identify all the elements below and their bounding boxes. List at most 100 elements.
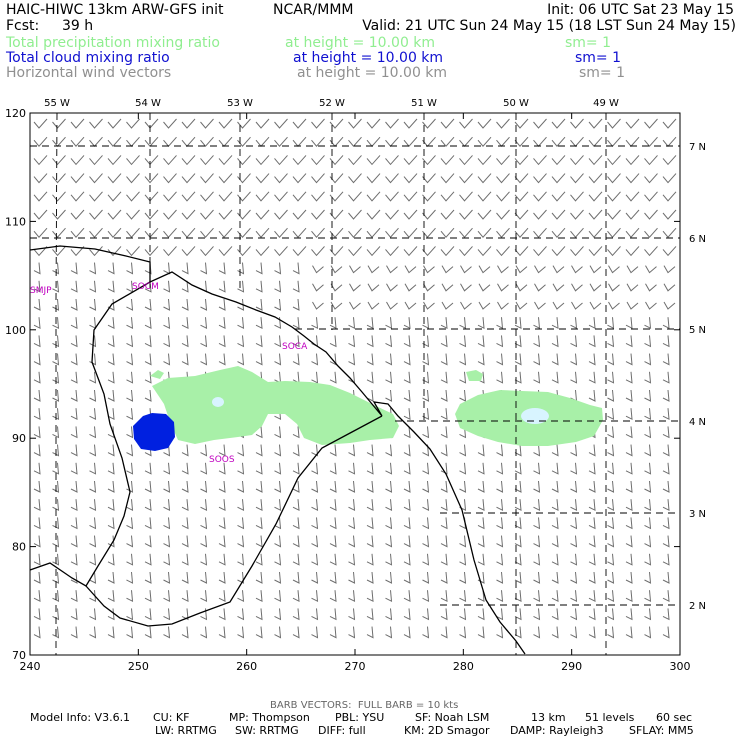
wind-barb-976 — [607, 608, 615, 621]
model-info-km: KM: 2D Smagor — [404, 724, 490, 737]
wind-barb-146 — [144, 191, 159, 202]
wind-barb-513 — [459, 371, 467, 384]
wind-barb-934 — [477, 590, 485, 603]
wind-barb-356 — [144, 298, 152, 311]
wind-barb-948 — [89, 608, 97, 621]
wind-barb-757 — [440, 499, 448, 512]
wind-barb-29 — [570, 118, 584, 129]
wind-barb-936 — [514, 590, 522, 603]
wind-barb-229 — [385, 227, 399, 238]
wind-barb-202 — [533, 209, 547, 220]
latitude-label-5: 2 N — [689, 601, 706, 612]
wind-barb-688 — [459, 462, 467, 475]
wind-barb-659 — [570, 444, 578, 457]
wind-barb-164 — [477, 191, 492, 202]
wind-barb-701 — [52, 480, 60, 493]
wind-barb-284 — [107, 262, 115, 275]
wind-barb-760 — [496, 499, 504, 512]
y-tick-label-4: 110 — [5, 215, 26, 228]
wind-barb-224 — [292, 227, 307, 238]
wind-barb-308 — [552, 265, 565, 274]
wind-barb-452 — [625, 335, 633, 348]
wind-barb-600 — [126, 426, 134, 439]
wind-barb-485 — [588, 353, 596, 366]
wind-barb-795 — [496, 517, 504, 530]
wind-barb-644 — [292, 444, 300, 457]
wind-barb-276 — [607, 246, 621, 257]
wind-barb-489 — [662, 353, 670, 366]
wind-barb-806 — [52, 535, 60, 548]
wind-barb-102 — [625, 155, 640, 166]
wind-barb-5 — [126, 118, 140, 129]
wind-barb-274 — [570, 246, 584, 257]
wind-barb-727 — [533, 480, 541, 493]
wind-barb-239 — [570, 227, 584, 238]
wind-barb-748 — [274, 499, 282, 512]
wind-barb-380 — [589, 301, 602, 310]
latitude-label-2: 5 N — [689, 325, 706, 336]
wind-barb-792 — [440, 517, 448, 530]
wind-barb-796 — [514, 517, 522, 530]
wind-barb-422 — [70, 335, 78, 348]
wind-barb-223 — [274, 227, 288, 238]
y-tick-label-3: 100 — [5, 324, 26, 337]
wind-barb-117 — [255, 173, 270, 184]
wind-barb-633 — [89, 444, 97, 457]
wind-barb-427 — [163, 335, 171, 348]
wind-barb-296 — [330, 265, 343, 274]
wind-barb-151 — [237, 191, 251, 202]
wind-barb-678 — [274, 462, 282, 475]
wind-barb-350 — [33, 298, 41, 311]
wind-barb-548 — [459, 389, 467, 402]
model-info-version: Model Info: V3.6.1 — [30, 711, 131, 724]
wind-barb-287 — [163, 262, 171, 275]
wind-barb-809 — [107, 535, 115, 548]
wind-barb-38 — [89, 136, 103, 147]
wind-barb-662 — [625, 444, 633, 457]
wind-barb-247 — [70, 246, 85, 257]
wind-barb-68 — [644, 136, 658, 147]
wind-barb-260 — [311, 246, 325, 257]
wind-barb-851 — [237, 553, 245, 566]
wind-barb-756 — [422, 499, 430, 512]
wind-barb-147 — [163, 191, 177, 202]
wind-barb-372 — [441, 301, 454, 310]
wind-barb-951 — [144, 608, 152, 621]
wind-barb-366 — [330, 301, 343, 310]
wind-barb-249 — [107, 246, 122, 257]
wind-barb-104 — [662, 155, 677, 166]
wind-barb-126 — [422, 173, 436, 184]
wind-barb-817 — [255, 535, 263, 548]
wind-barb-738 — [89, 499, 97, 512]
wind-barb-731 — [607, 480, 615, 493]
wind-barb-712 — [255, 480, 263, 493]
wind-barb-961 — [329, 608, 337, 621]
wind-barb-144 — [107, 191, 122, 202]
wind-barb-339 — [478, 283, 491, 292]
wind-barb-400 — [311, 317, 319, 330]
wind-barb-257 — [255, 246, 270, 257]
wind-barb-130 — [496, 173, 510, 184]
wind-barb-915 — [126, 590, 134, 603]
wind-barb-512 — [440, 371, 448, 384]
wind-barb-719 — [385, 480, 393, 493]
wind-barb-187 — [255, 209, 270, 220]
wind-barb-124 — [385, 173, 399, 184]
wind-barb-1013 — [644, 626, 652, 639]
wind-barb-831 — [514, 535, 522, 548]
border-west — [29, 281, 151, 587]
wind-barb-816 — [237, 535, 245, 548]
wind-barb-143 — [89, 191, 103, 202]
wind-barb-107 — [70, 173, 85, 184]
wind-barb-655 — [496, 444, 504, 457]
wind-barb-278 — [644, 246, 658, 257]
wind-barb-939 — [570, 590, 578, 603]
model-info-shortwave: SW: RRTMG — [235, 724, 299, 737]
wind-barb-1001 — [422, 626, 430, 639]
wind-barb-1007 — [533, 626, 541, 639]
wind-barb-410 — [496, 317, 504, 330]
wind-barb-307 — [534, 265, 546, 274]
wind-barb-385 — [33, 317, 41, 330]
wind-barb-227 — [348, 227, 362, 238]
wind-barb-236 — [514, 227, 529, 238]
